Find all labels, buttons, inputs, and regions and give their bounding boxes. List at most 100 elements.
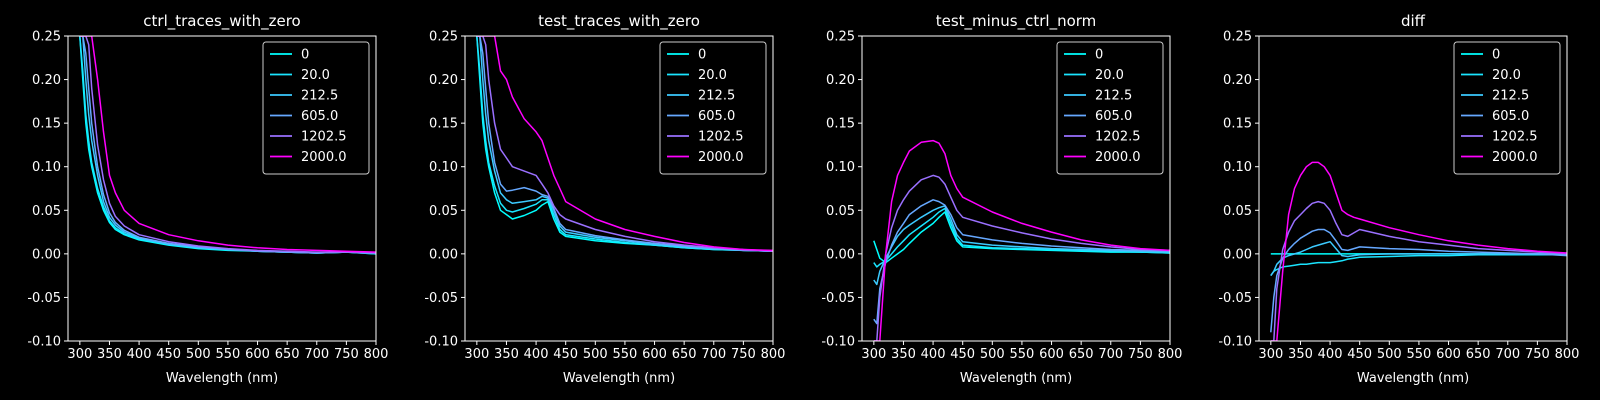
legend-label: 605.0: [1492, 109, 1529, 124]
x-tick-label: 450: [156, 347, 181, 362]
y-tick-label: 0.20: [32, 73, 61, 88]
x-tick-label: 300: [464, 347, 489, 362]
x-tick-label: 650: [1069, 347, 1094, 362]
series-line-212-5: [873, 205, 1170, 286]
y-tick-label: -0.05: [27, 291, 61, 306]
y-tick-label: -0.10: [27, 335, 61, 350]
x-tick-label: 300: [67, 347, 92, 362]
y-tick-label: 0.25: [1223, 30, 1252, 45]
legend-label: 1202.5: [698, 130, 744, 145]
legend: 0 20.0 212.5 605.0 1202.5 2000.0: [1453, 41, 1561, 175]
x-tick-label: 450: [553, 347, 578, 362]
axes-frame: [67, 35, 377, 342]
series-line-1202-5: [79, 36, 376, 254]
legend-label: 0: [301, 48, 309, 63]
x-tick-label: 300: [1258, 347, 1283, 362]
legend: 0 20.0 212.5 605.0 1202.5 2000.0: [262, 41, 370, 175]
series-line-2000-0: [79, 36, 376, 253]
x-tick-label: 600: [1039, 347, 1064, 362]
series-group: [1270, 161, 1567, 341]
y-tick-label: 0.20: [1223, 73, 1252, 88]
legend-label: 1202.5: [301, 130, 347, 145]
series-line-2000-0: [476, 36, 773, 252]
series-line-212-5: [476, 36, 773, 252]
legend-label: 605.0: [301, 109, 338, 124]
x-tick-label: 700: [304, 347, 329, 362]
x-tick-label: 700: [701, 347, 726, 362]
legend-label: 20.0: [698, 68, 727, 83]
x-axis-label: Wavelength (nm): [166, 371, 278, 386]
y-tick-label: 0.15: [1223, 117, 1252, 132]
legend-label: 20.0: [1492, 68, 1521, 83]
legend-label: 212.5: [1095, 89, 1132, 104]
legend-label: 2000.0: [698, 150, 744, 165]
y-tick-label: 0.10: [32, 160, 61, 175]
chart-title: test_traces_with_zero: [538, 12, 700, 31]
y-tick-label: -0.10: [1218, 335, 1252, 350]
y-tick-label: 0.20: [826, 73, 855, 88]
chart-panel-1: 300 350 400 450 500 550 600 650 700 750 800 -0.10 -0…: [27, 12, 388, 386]
x-tick-label: 800: [1555, 347, 1580, 362]
x-axis-label: Wavelength (nm): [563, 371, 675, 386]
x-tick-label: 400: [524, 347, 549, 362]
chart-panel-3: 300 350 400 450 500 550 600 650 700 750 800 -0.10 -0…: [821, 12, 1182, 386]
x-axis-label: Wavelength (nm): [960, 371, 1072, 386]
x-tick-label: 400: [127, 347, 152, 362]
axes-frame: [1258, 35, 1568, 342]
x-tick-label: 300: [861, 347, 886, 362]
x-tick-label: 800: [364, 347, 389, 362]
y-tick-label: 0.25: [32, 30, 61, 45]
y-tick-label: 0.15: [826, 117, 855, 132]
x-tick-label: 550: [613, 347, 638, 362]
y-tick-label: 0.05: [429, 204, 458, 219]
x-tick-label: 650: [275, 347, 300, 362]
y-tick-label: 0.05: [1223, 204, 1252, 219]
legend-label: 605.0: [1095, 109, 1132, 124]
x-tick-label: 350: [891, 347, 916, 362]
chart-title: diff: [1401, 12, 1426, 30]
y-tick-label: 0.15: [429, 117, 458, 132]
y-tick-label: 0.15: [32, 117, 61, 132]
x-tick-label: 600: [1436, 347, 1461, 362]
series-line-2000-0: [873, 139, 1170, 341]
y-tick-label: 0.00: [429, 247, 458, 262]
legend-label: 2000.0: [1492, 150, 1538, 165]
y-tick-label: -0.05: [424, 291, 458, 306]
series-line-212-5: [1270, 240, 1567, 277]
axes-frame: [861, 35, 1171, 342]
x-tick-label: 550: [1010, 347, 1035, 362]
series-group: [79, 36, 376, 255]
x-tick-label: 700: [1098, 347, 1123, 362]
legend-label: 0: [1095, 48, 1103, 63]
x-tick-label: 800: [1158, 347, 1183, 362]
legend-label: 1202.5: [1095, 130, 1141, 145]
chart-title: ctrl_traces_with_zero: [143, 12, 300, 31]
legend-label: 0: [1492, 48, 1500, 63]
y-tick-label: -0.05: [821, 291, 855, 306]
legend-label: 605.0: [698, 109, 735, 124]
x-tick-label: 750: [1128, 347, 1153, 362]
y-tick-label: -0.10: [821, 335, 855, 350]
y-tick-label: 0.25: [429, 30, 458, 45]
x-tick-label: 500: [980, 347, 1005, 362]
axes-frame: [464, 35, 774, 342]
series-line-20-0: [476, 36, 773, 252]
series-line-605-0: [79, 36, 376, 254]
series-line-1202-5: [1270, 200, 1567, 341]
x-tick-label: 350: [97, 347, 122, 362]
x-tick-label: 550: [216, 347, 241, 362]
chart-panel-4: 300 350 400 450 500 550 600 650 700 750 800 -0.10 -0…: [1218, 12, 1579, 386]
chart-title: test_minus_ctrl_norm: [936, 12, 1097, 31]
x-tick-label: 500: [583, 347, 608, 362]
series-line-605-0: [873, 199, 1170, 325]
series-line-1202-5: [476, 36, 773, 252]
legend-label: 1202.5: [1492, 130, 1538, 145]
y-tick-label: 0.25: [826, 30, 855, 45]
legend-label: 0: [698, 48, 706, 63]
x-tick-label: 400: [921, 347, 946, 362]
x-tick-label: 600: [245, 347, 270, 362]
legend-label: 212.5: [698, 89, 735, 104]
x-tick-label: 650: [672, 347, 697, 362]
x-tick-label: 450: [1347, 347, 1372, 362]
